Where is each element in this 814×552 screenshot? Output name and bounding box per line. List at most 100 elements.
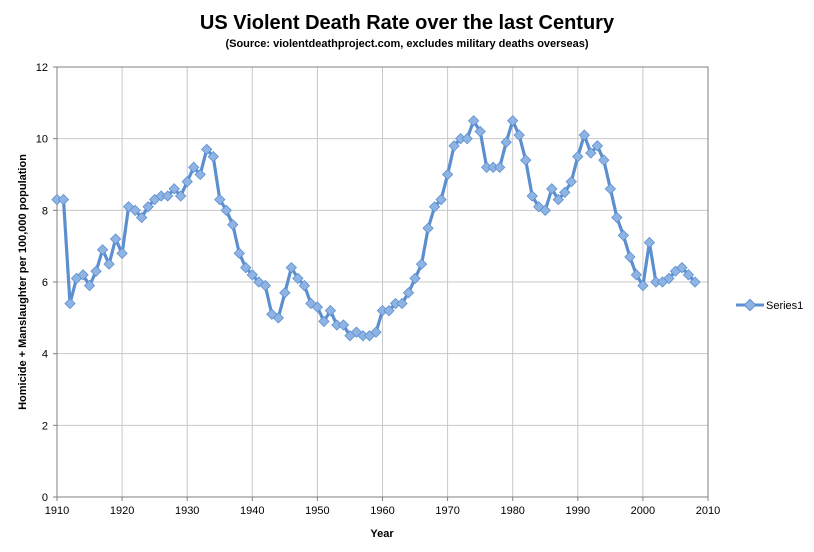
data-point — [422, 222, 434, 234]
y-axis-label: Homicide + Manslaughter per 100,000 popu… — [17, 154, 29, 410]
data-point — [546, 183, 558, 195]
data-point — [487, 161, 499, 173]
data-point — [331, 319, 343, 331]
data-point — [109, 233, 122, 245]
data-point — [650, 276, 662, 288]
x-tick-label: 2010 — [696, 505, 720, 517]
data-point — [285, 262, 298, 274]
y-tick-label: 10 — [36, 134, 48, 146]
data-point — [168, 183, 180, 195]
data-point — [402, 287, 415, 299]
data-point — [135, 211, 148, 224]
data-point — [604, 183, 617, 195]
data-point — [162, 190, 174, 202]
x-tick-label: 2000 — [631, 505, 655, 517]
y-tick-label: 6 — [42, 277, 48, 289]
data-point — [298, 279, 311, 292]
x-axis-ticks: 1910 1920 1930 1940 1950 1960 1970 1980 1990 2000… — [45, 497, 720, 517]
data-point — [409, 272, 421, 285]
data-point — [311, 301, 324, 313]
grid — [56, 66, 709, 498]
data-point — [181, 176, 193, 188]
x-tick-label: 1910 — [45, 505, 69, 517]
data-point — [389, 297, 402, 310]
x-tick-label: 1940 — [240, 505, 264, 517]
y-tick-label: 2 — [42, 420, 48, 432]
data-point — [481, 161, 493, 173]
data-point — [565, 176, 577, 188]
x-tick-label: 1960 — [370, 505, 394, 517]
data-point — [500, 136, 512, 148]
data-point — [461, 133, 473, 145]
data-point — [663, 272, 675, 285]
data-point — [155, 190, 167, 202]
data-point — [57, 193, 70, 206]
data-point — [598, 154, 610, 166]
chart-subtitle: (Source: violentdeathproject.com, exclud… — [225, 38, 588, 50]
data-point — [474, 125, 486, 138]
data-point — [383, 305, 395, 317]
data-point — [103, 258, 115, 270]
data-point — [630, 269, 643, 281]
data-point — [415, 258, 428, 270]
x-tick-label: 1920 — [110, 505, 134, 517]
data-point — [637, 279, 649, 292]
data-point — [90, 265, 102, 277]
x-tick-label: 1990 — [566, 505, 590, 517]
data-point — [370, 326, 382, 338]
data-point — [428, 201, 441, 213]
data-point — [194, 168, 206, 181]
data-point — [591, 140, 603, 152]
data-point — [689, 276, 701, 288]
data-point — [51, 193, 63, 206]
data-point — [572, 150, 584, 163]
data-point — [643, 236, 656, 249]
y-tick-label: 0 — [42, 492, 48, 504]
data-point — [201, 143, 213, 156]
legend: Series1 — [736, 298, 803, 312]
data-point — [539, 204, 551, 216]
y-tick-label: 8 — [42, 205, 48, 217]
data-point — [220, 204, 232, 216]
data-point — [227, 219, 239, 231]
y-tick-label: 4 — [42, 349, 48, 361]
data-point — [507, 115, 519, 127]
legend-marker — [743, 298, 757, 312]
x-axis-label: Year — [370, 528, 394, 540]
data-point — [454, 133, 467, 145]
x-tick-label: 1930 — [175, 505, 199, 517]
data-point — [318, 315, 330, 328]
data-point — [676, 262, 688, 274]
data-point — [337, 319, 350, 331]
data-point — [129, 204, 141, 216]
data-point — [494, 161, 506, 173]
data-point — [96, 244, 109, 256]
data-point — [624, 251, 636, 263]
data-point — [175, 190, 187, 202]
data-point — [441, 168, 454, 181]
data-point — [617, 229, 630, 242]
data-point — [83, 279, 96, 292]
series-line — [57, 119, 697, 338]
data-point — [188, 161, 200, 173]
data-point — [376, 305, 389, 317]
data-point — [259, 279, 271, 292]
data-point — [214, 193, 226, 206]
data-point — [467, 115, 480, 127]
data-point — [559, 186, 571, 199]
data-point — [240, 262, 252, 274]
data-point — [233, 247, 245, 259]
data-point — [435, 193, 447, 206]
data-point — [292, 272, 304, 285]
data-point — [116, 247, 128, 259]
data-point — [142, 201, 154, 213]
chart-title: US Violent Death Rate over the last Cent… — [200, 12, 615, 34]
data-point — [207, 150, 219, 163]
data-point — [357, 330, 369, 342]
data-point — [578, 129, 590, 141]
data-point — [64, 297, 76, 310]
data-point — [448, 140, 460, 152]
data-point — [682, 269, 695, 281]
data-point — [513, 129, 525, 141]
